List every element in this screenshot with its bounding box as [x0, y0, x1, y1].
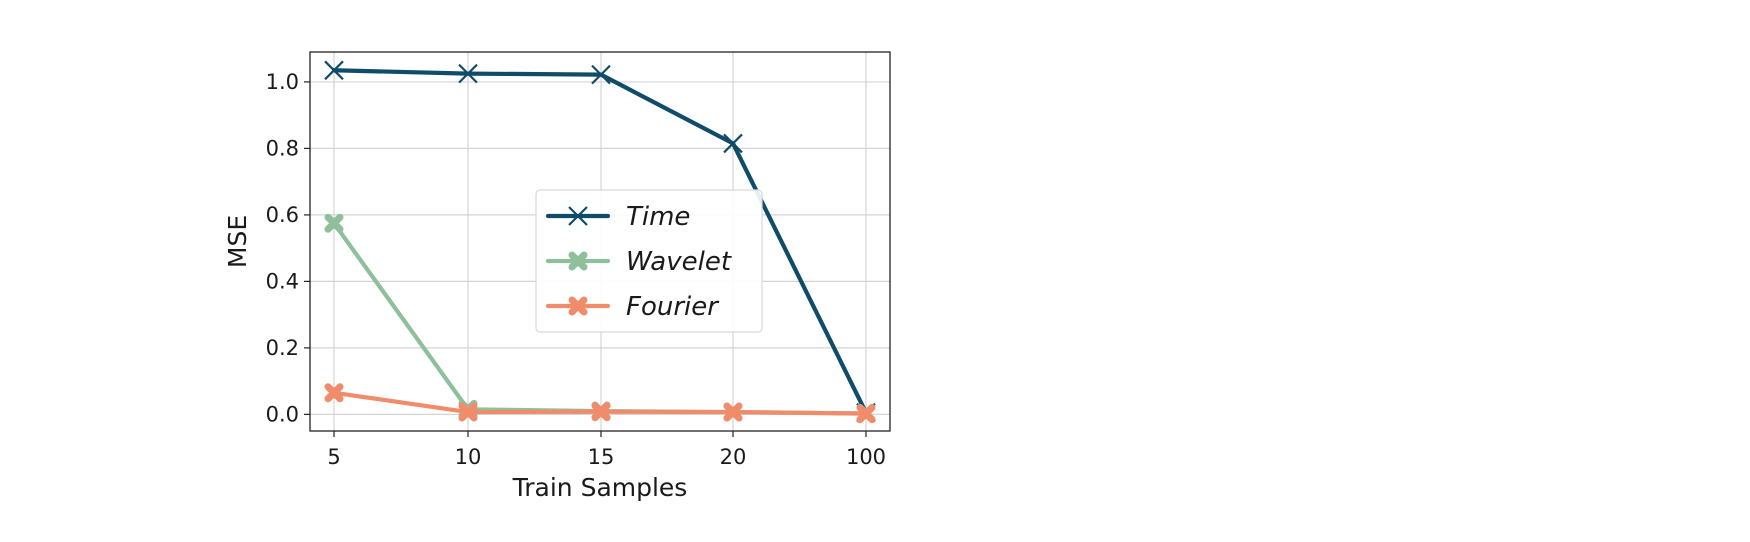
y-tick-label-0-6: 0.6 [266, 203, 299, 227]
y-tick-label-0-8: 0.8 [266, 136, 299, 160]
legend-marker-glyph [568, 206, 588, 226]
axis-ticks: 5 10 15 20 100 0.0 0.2 0.4 0.6 0.8 1.0 [266, 70, 886, 469]
y-axis-title: MSE [223, 215, 252, 268]
legend-box [535, 189, 763, 333]
data-point-time-20 [723, 133, 743, 154]
data-point-wavelet-5 [324, 213, 344, 233]
legend-marker-wavelet [568, 251, 588, 271]
x-tick-label-20: 20 [720, 445, 747, 469]
legend-marker-time [568, 206, 588, 226]
plot-area-frame [309, 51, 891, 432]
x-tick-label-100: 100 [846, 445, 886, 469]
y-tick-label-0-0: 0.0 [266, 402, 299, 426]
x-axis-title: Train Samples [512, 473, 688, 502]
x-tick-label-10: 10 [455, 445, 482, 469]
y-tick-label-0-4: 0.4 [266, 269, 299, 293]
series-layer [324, 60, 876, 424]
data-point-fourier-15 [591, 402, 611, 422]
data-point-fourier-20 [723, 402, 743, 422]
x-tick-label-5: 5 [327, 445, 340, 469]
data-point-fourier-10 [458, 402, 478, 422]
y-tick-label-0-2: 0.2 [266, 336, 299, 360]
legend-marker-fourier [568, 296, 588, 316]
legend-label-fourier: Fourier [626, 292, 720, 322]
data-point-time-5 [324, 60, 344, 81]
data-point-fourier-5 [324, 383, 344, 403]
legend-label-time: Time [626, 202, 690, 232]
data-point-time-15 [591, 64, 611, 85]
data-point-time-10 [458, 63, 478, 84]
y-tick-label-1-0: 1.0 [266, 70, 299, 94]
series-fourier [324, 383, 876, 424]
legend-marker-glyph [568, 251, 588, 271]
legend-label-wavelet: Wavelet [626, 247, 732, 277]
legend: Time Wavelet Fourier [535, 189, 763, 333]
x-tick-label-15: 15 [588, 445, 615, 469]
data-point-fourier-100 [856, 404, 876, 424]
legend-marker-glyph [568, 296, 588, 316]
